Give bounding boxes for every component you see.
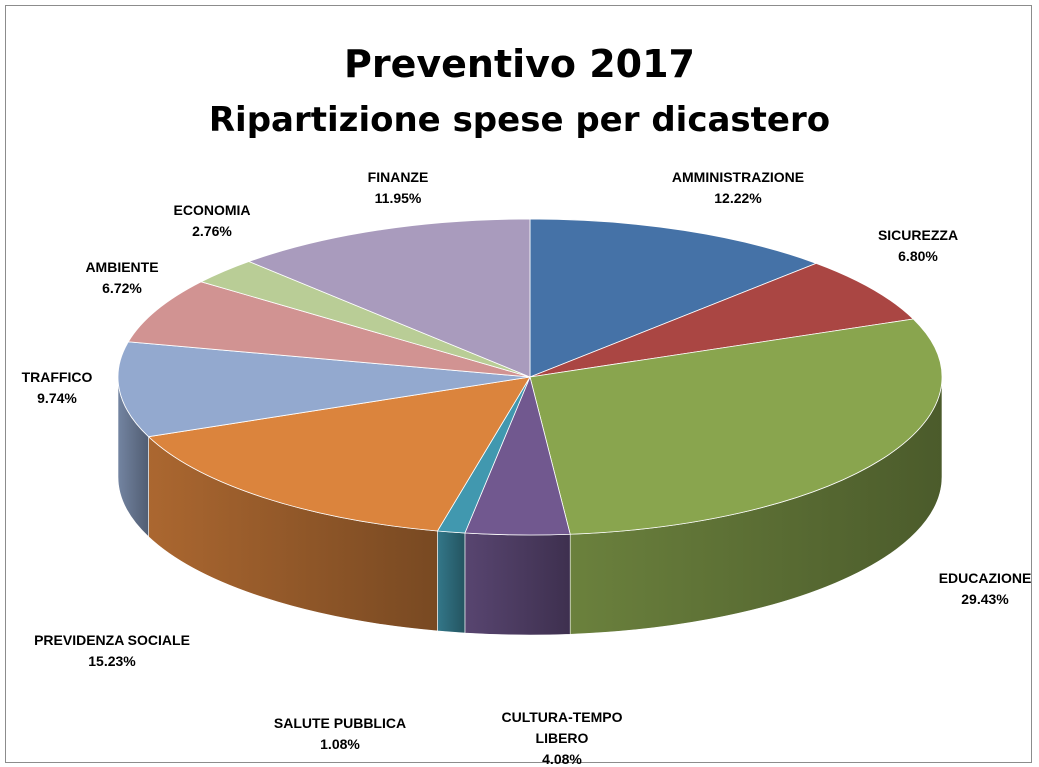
slice-value-label: 6.72% — [102, 280, 142, 296]
slice-label-finanze: FINANZE 11.95% — [368, 169, 429, 206]
pie-top-faces — [117, 218, 943, 536]
slice-label-ambiente: AMBIENTE 6.72% — [85, 259, 158, 296]
slice-label-economia: ECONOMIA 2.76% — [174, 202, 251, 239]
pie-slice-amministrazione — [529, 218, 818, 378]
pie-slice-sicurezza — [529, 262, 915, 378]
pie-slice-previdenza-sociale — [147, 376, 531, 532]
slice-value-label: 1.08% — [320, 736, 360, 752]
pie-side-salute-pubblica — [437, 530, 466, 634]
slice-value-label: 2.76% — [192, 223, 232, 239]
slice-label-salute-pubblica: SALUTE PUBBLICA 1.08% — [274, 715, 406, 752]
slice-label-educazione: EDUCAZIONE 29.43% — [939, 570, 1032, 607]
slice-value-label: 4.08% — [542, 751, 582, 767]
slice-category-label: AMMINISTRAZIONE — [672, 169, 804, 185]
slice-category-label: FINANZE — [368, 169, 429, 185]
slice-category-label: EDUCAZIONE — [939, 570, 1032, 586]
slice-category-label: AMBIENTE — [85, 259, 158, 275]
pie-slice-traffico — [117, 341, 531, 438]
slice-value-label: 6.80% — [898, 248, 938, 264]
slice-category-label: SICUREZZA — [878, 227, 958, 243]
pie-slice-educazione — [529, 318, 943, 535]
slice-category-label: LIBERO — [536, 730, 589, 746]
slice-value-label: 29.43% — [961, 591, 1009, 607]
slice-category-label: ECONOMIA — [174, 202, 251, 218]
slice-label-traffico: TRAFFICO 9.74% — [22, 369, 93, 406]
pie-slice-ambiente — [127, 281, 531, 378]
slice-value-label: 11.95% — [375, 190, 422, 206]
slice-label-sicurezza: SICUREZZA 6.80% — [878, 227, 958, 264]
slice-label-previdenza-sociale: PREVIDENZA SOCIALE 15.23% — [34, 632, 190, 669]
slice-label-cultura-tempo-libero: CULTURA-TEMPO LIBERO 4.08% — [501, 709, 622, 767]
slice-category-label: CULTURA-TEMPO — [501, 709, 622, 725]
pie-side-cultura-tempo-libero — [464, 532, 571, 636]
slice-category-label: SALUTE PUBBLICA — [274, 715, 406, 731]
chart-title: Preventivo 2017 — [343, 42, 696, 86]
slice-labels: AMMINISTRAZIONE 12.22% SICUREZZA 6.80% EDUCA… — [22, 169, 1032, 767]
slice-value-label: 15.23% — [88, 653, 136, 669]
slice-value-label: 9.74% — [37, 390, 77, 406]
slice-label-amministrazione: AMMINISTRAZIONE 12.22% — [672, 169, 804, 206]
chart-subtitle: Ripartizione spese per dicastero — [208, 100, 831, 140]
slice-category-label: TRAFFICO — [22, 369, 93, 385]
slice-category-label: PREVIDENZA SOCIALE — [34, 632, 190, 648]
slice-value-label: 12.22% — [714, 190, 762, 206]
pie-slice-finanze — [247, 218, 531, 378]
